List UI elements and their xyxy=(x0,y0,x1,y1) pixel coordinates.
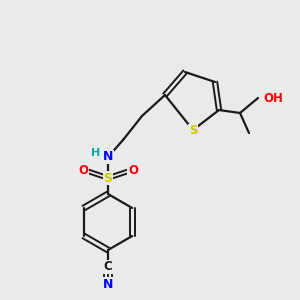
Text: O: O xyxy=(78,164,88,176)
Text: S: S xyxy=(189,124,197,137)
Text: N: N xyxy=(103,151,113,164)
Text: C: C xyxy=(103,260,112,274)
Text: N: N xyxy=(103,278,113,290)
Text: S: S xyxy=(103,172,112,184)
Text: OH: OH xyxy=(263,92,283,104)
Text: O: O xyxy=(128,164,138,176)
Text: H: H xyxy=(92,148,100,158)
